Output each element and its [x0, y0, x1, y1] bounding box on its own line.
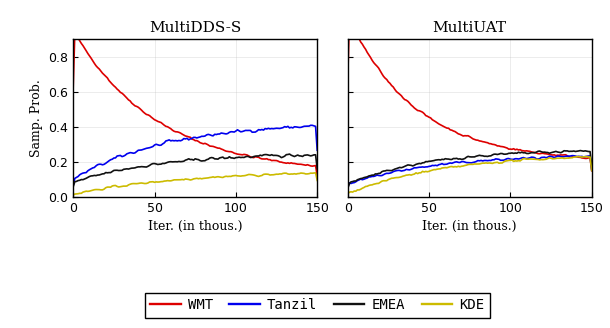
- Legend: WMT, Tanzil, EMEA, KDE: WMT, Tanzil, EMEA, KDE: [145, 293, 490, 318]
- X-axis label: Iter. (in thous.): Iter. (in thous.): [423, 220, 517, 233]
- Y-axis label: Samp. Prob.: Samp. Prob.: [30, 79, 43, 157]
- Title: MultiUAT: MultiUAT: [432, 21, 507, 35]
- X-axis label: Iter. (in thous.): Iter. (in thous.): [148, 220, 242, 233]
- Title: MultiDDS-S: MultiDDS-S: [149, 21, 242, 35]
